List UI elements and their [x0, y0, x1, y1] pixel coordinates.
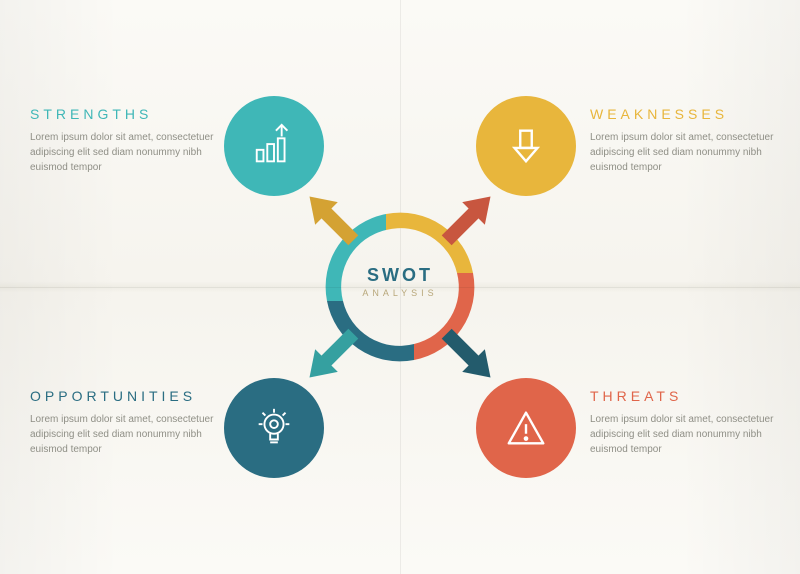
heading-weaknesses: WEAKNESSES: [590, 106, 780, 122]
text-strengths: STRENGTHS Lorem ipsum dolor sit amet, co…: [30, 106, 220, 175]
hub-subtitle: ANALYSIS: [345, 288, 455, 298]
body-threats: Lorem ipsum dolor sit amet, consectetuer…: [590, 412, 780, 457]
circle-threats: [476, 378, 576, 478]
body-opportunities: Lorem ipsum dolor sit amet, consectetuer…: [30, 412, 220, 457]
circle-opportunities: [224, 378, 324, 478]
swot-infographic: SWOT ANALYSIS STRENGTHS Lorem ipsum dolo…: [0, 0, 800, 574]
circle-weaknesses: [476, 96, 576, 196]
hub-label: SWOT ANALYSIS: [345, 265, 455, 298]
text-opportunities: OPPORTUNITIES Lorem ipsum dolor sit amet…: [30, 388, 220, 457]
bar-chart-up-icon: [251, 123, 297, 169]
hub-title: SWOT: [345, 265, 455, 286]
body-strengths: Lorem ipsum dolor sit amet, consectetuer…: [30, 130, 220, 175]
heading-opportunities: OPPORTUNITIES: [30, 388, 220, 404]
arrow-down-icon: [503, 123, 549, 169]
lightbulb-icon: [251, 405, 297, 451]
text-threats: THREATS Lorem ipsum dolor sit amet, cons…: [590, 388, 780, 457]
circle-strengths: [224, 96, 324, 196]
body-weaknesses: Lorem ipsum dolor sit amet, consectetuer…: [590, 130, 780, 175]
heading-strengths: STRENGTHS: [30, 106, 220, 122]
warning-triangle-icon: [503, 405, 549, 451]
text-weaknesses: WEAKNESSES Lorem ipsum dolor sit amet, c…: [590, 106, 780, 175]
heading-threats: THREATS: [590, 388, 780, 404]
